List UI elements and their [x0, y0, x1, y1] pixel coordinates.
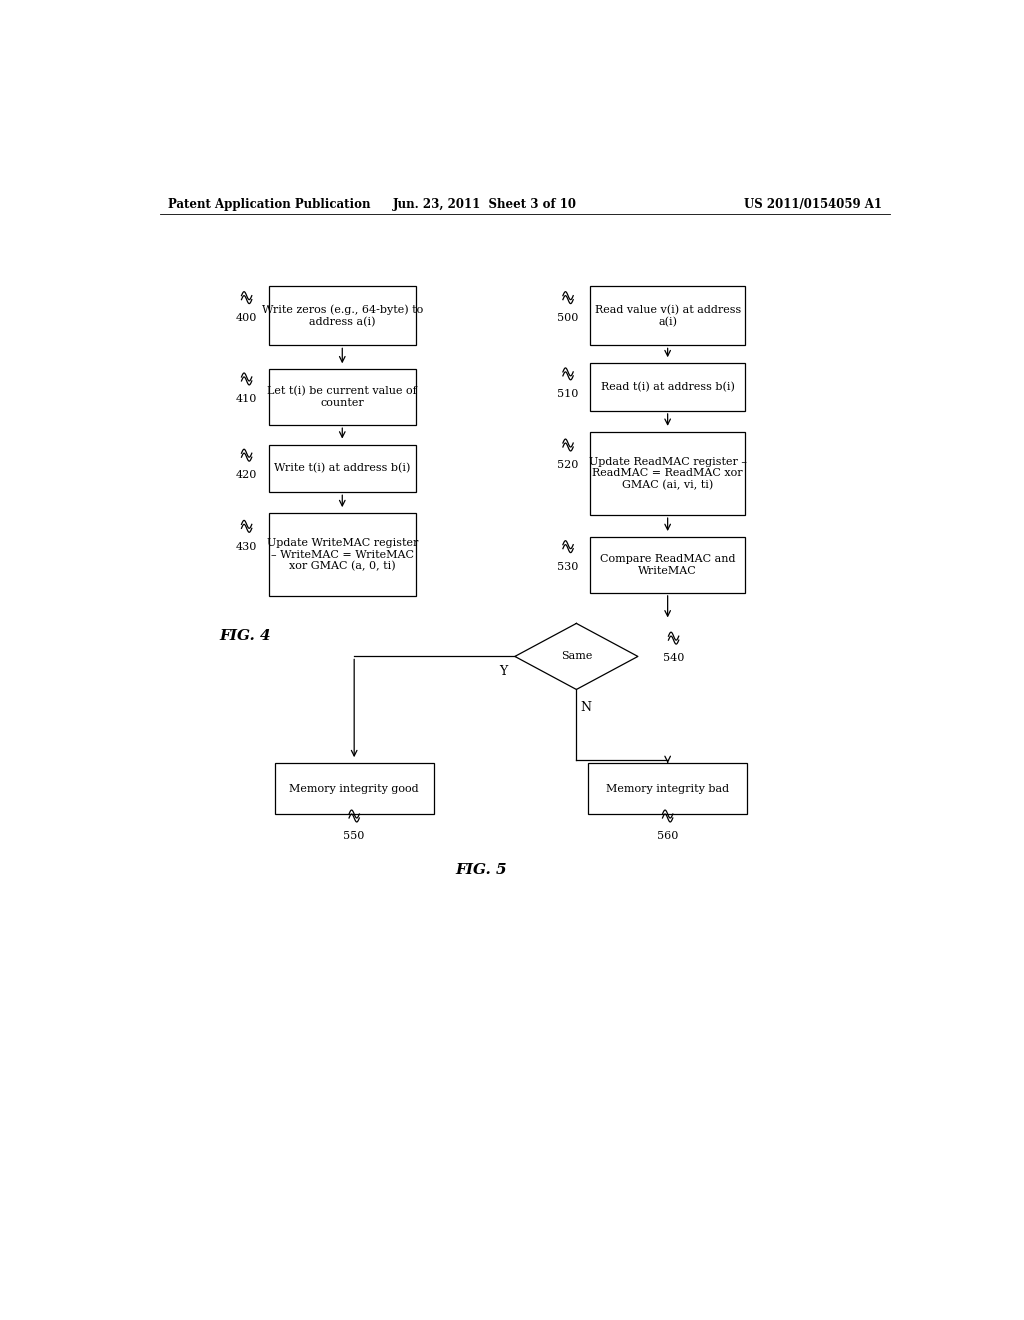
Text: 520: 520 — [557, 461, 579, 470]
Text: 550: 550 — [343, 832, 365, 841]
Text: Jun. 23, 2011  Sheet 3 of 10: Jun. 23, 2011 Sheet 3 of 10 — [393, 198, 578, 211]
Text: N: N — [581, 701, 592, 714]
Text: 410: 410 — [236, 395, 257, 404]
Text: Memory integrity bad: Memory integrity bad — [606, 784, 729, 793]
Text: 560: 560 — [657, 832, 678, 841]
FancyBboxPatch shape — [590, 286, 745, 346]
Text: 530: 530 — [557, 562, 579, 572]
Text: FIG. 5: FIG. 5 — [456, 863, 507, 876]
Text: 400: 400 — [236, 313, 257, 323]
Text: US 2011/0154059 A1: US 2011/0154059 A1 — [743, 198, 882, 211]
Polygon shape — [515, 623, 638, 689]
Text: Write zeros (e.g., 64-byte) to
address a(i): Write zeros (e.g., 64-byte) to address a… — [262, 305, 423, 327]
Text: Patent Application Publication: Patent Application Publication — [168, 198, 371, 211]
FancyBboxPatch shape — [269, 513, 416, 597]
FancyBboxPatch shape — [590, 363, 745, 411]
FancyBboxPatch shape — [274, 763, 433, 814]
Text: FIG. 4: FIG. 4 — [219, 630, 271, 643]
Text: Write t(i) at address b(i): Write t(i) at address b(i) — [274, 463, 411, 474]
FancyBboxPatch shape — [269, 370, 416, 425]
Text: 420: 420 — [236, 470, 257, 480]
FancyBboxPatch shape — [588, 763, 748, 814]
Text: Let t(i) be current value of
counter: Let t(i) be current value of counter — [267, 387, 417, 408]
Text: 500: 500 — [557, 313, 579, 323]
Text: Compare ReadMAC and
WriteMAC: Compare ReadMAC and WriteMAC — [600, 554, 735, 576]
Text: Read value v(i) at address
a(i): Read value v(i) at address a(i) — [595, 305, 740, 327]
FancyBboxPatch shape — [590, 432, 745, 515]
Text: Memory integrity good: Memory integrity good — [290, 784, 419, 793]
FancyBboxPatch shape — [590, 537, 745, 593]
FancyBboxPatch shape — [269, 286, 416, 346]
Text: 540: 540 — [663, 653, 684, 664]
Text: Y: Y — [499, 665, 507, 678]
Text: Read t(i) at address b(i): Read t(i) at address b(i) — [601, 381, 734, 392]
Text: 430: 430 — [236, 541, 257, 552]
Text: 510: 510 — [557, 389, 579, 399]
Text: Update ReadMAC register –
ReadMAC = ReadMAC xor
GMAC (ai, vi, ti): Update ReadMAC register – ReadMAC = Read… — [589, 457, 746, 490]
Text: Same: Same — [561, 652, 592, 661]
FancyBboxPatch shape — [269, 445, 416, 492]
Text: Update WriteMAC register
– WriteMAC = WriteMAC
xor GMAC (a, 0, ti): Update WriteMAC register – WriteMAC = Wr… — [266, 539, 418, 572]
